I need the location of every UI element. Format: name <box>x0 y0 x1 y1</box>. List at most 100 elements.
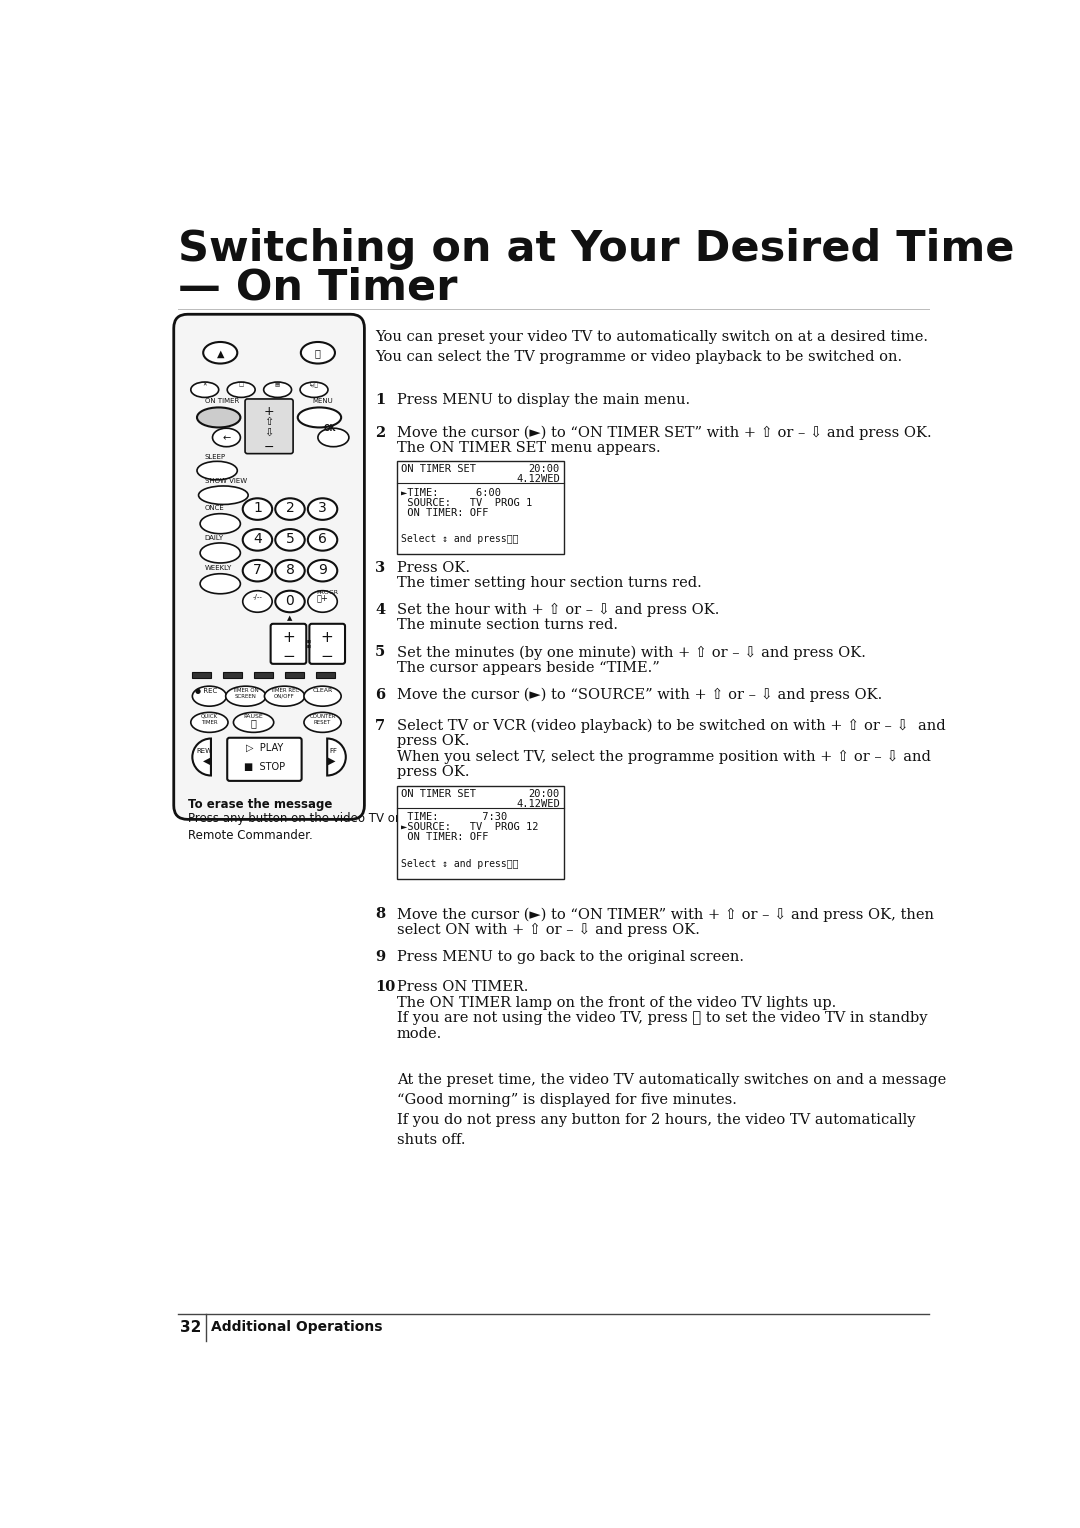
Text: 7: 7 <box>253 562 261 578</box>
Text: ONCE: ONCE <box>205 506 225 512</box>
Ellipse shape <box>303 712 341 732</box>
Text: 8: 8 <box>285 562 295 578</box>
Text: 1: 1 <box>253 501 261 515</box>
Text: ⇩: ⇩ <box>265 428 273 439</box>
FancyBboxPatch shape <box>245 399 293 454</box>
Text: ON TIMER: ON TIMER <box>205 397 239 403</box>
Text: ⏻: ⏻ <box>315 348 321 358</box>
Ellipse shape <box>227 382 255 397</box>
Text: +: + <box>282 630 295 645</box>
Text: 6: 6 <box>375 688 386 701</box>
Text: MENU: MENU <box>312 397 334 403</box>
Text: Set the hour with + ⇧ or – ⇩ and press OK.: Set the hour with + ⇧ or – ⇩ and press O… <box>397 604 719 617</box>
Text: Move the cursor (►) to “SOURCE” with + ⇧ or – ⇩ and press OK.: Move the cursor (►) to “SOURCE” with + ⇧… <box>397 688 882 701</box>
Text: ● REC: ● REC <box>195 688 218 694</box>
Text: WEEKLY: WEEKLY <box>205 565 232 571</box>
Text: ⇧: ⇧ <box>265 417 273 426</box>
Text: You can preset your video TV to automatically switch on at a desired time.
You c: You can preset your video TV to automati… <box>375 330 928 364</box>
Text: PROGR: PROGR <box>316 590 339 594</box>
Text: mode.: mode. <box>397 1027 442 1041</box>
Ellipse shape <box>264 382 292 397</box>
Text: 4.12WED: 4.12WED <box>516 474 559 484</box>
Ellipse shape <box>265 686 305 706</box>
Ellipse shape <box>308 498 337 520</box>
Text: -/--: -/-- <box>253 594 262 601</box>
Text: ■  STOP: ■ STOP <box>244 761 285 772</box>
Text: 1: 1 <box>375 393 386 406</box>
Text: 8: 8 <box>375 908 386 921</box>
Text: COUNTER
RESET: COUNTER RESET <box>309 714 336 724</box>
Text: ON TIMER SET: ON TIMER SET <box>401 790 476 799</box>
Wedge shape <box>327 738 346 776</box>
Text: — On Timer: — On Timer <box>177 266 457 309</box>
Ellipse shape <box>200 513 241 533</box>
Ellipse shape <box>275 498 305 520</box>
Text: Press OK.: Press OK. <box>397 561 470 575</box>
Text: Set the minutes (by one minute) with + ⇧ or – ⇩ and press OK.: Set the minutes (by one minute) with + ⇧… <box>397 645 866 660</box>
Text: PAUSE: PAUSE <box>244 714 264 718</box>
Text: The cursor appears beside “TIME.”: The cursor appears beside “TIME.” <box>397 660 660 675</box>
Text: QUICK
TIMER: QUICK TIMER <box>201 714 218 724</box>
Text: +: + <box>264 405 274 419</box>
Bar <box>285 672 303 678</box>
Text: Move the cursor (►) to “ON TIMER” with + ⇧ or – ⇩ and press OK, then: Move the cursor (►) to “ON TIMER” with +… <box>397 908 934 921</box>
Text: ON TIMER: OFF: ON TIMER: OFF <box>401 507 488 518</box>
Text: TIMER ON
SCREEN: TIMER ON SCREEN <box>232 688 259 698</box>
Text: −: − <box>282 649 295 665</box>
Text: +: + <box>321 630 334 645</box>
Text: 6: 6 <box>319 532 327 545</box>
Text: ▤: ▤ <box>275 382 280 387</box>
Text: TIME:       7:30: TIME: 7:30 <box>401 813 508 822</box>
Ellipse shape <box>192 686 227 706</box>
Ellipse shape <box>197 408 241 428</box>
Ellipse shape <box>243 498 272 520</box>
FancyBboxPatch shape <box>271 623 307 663</box>
Text: Select ↕ and pressⓄⒺ: Select ↕ and pressⓄⒺ <box>401 535 518 544</box>
Text: OK: OK <box>324 425 337 434</box>
Text: ▲: ▲ <box>216 348 224 359</box>
Text: ON TIMER SET: ON TIMER SET <box>401 465 476 474</box>
Text: ⓘ+: ⓘ+ <box>316 594 328 602</box>
Text: Select TV or VCR (video playback) to be switched on with + ⇧ or – ⇩  and: Select TV or VCR (video playback) to be … <box>397 718 946 733</box>
Text: Press ON TIMER.: Press ON TIMER. <box>397 981 528 995</box>
Text: 5: 5 <box>285 532 295 545</box>
Ellipse shape <box>243 529 272 550</box>
Ellipse shape <box>298 408 341 428</box>
Bar <box>397 787 564 879</box>
Text: 4.12WED: 4.12WED <box>516 799 559 808</box>
Text: ⏸: ⏸ <box>251 718 257 729</box>
Ellipse shape <box>243 559 272 582</box>
Text: FF: FF <box>329 747 337 753</box>
Text: 32: 32 <box>180 1320 201 1335</box>
Ellipse shape <box>318 428 349 446</box>
Ellipse shape <box>301 342 335 364</box>
Text: The timer setting hour section turns red.: The timer setting hour section turns red… <box>397 576 702 590</box>
Text: −: − <box>264 442 274 454</box>
Text: SHOW VIEW: SHOW VIEW <box>205 478 247 484</box>
Text: TIMER REC
ON/OFF: TIMER REC ON/OFF <box>270 688 299 698</box>
FancyBboxPatch shape <box>309 623 345 663</box>
Text: 4: 4 <box>253 532 261 545</box>
Text: 20:00: 20:00 <box>528 465 559 474</box>
Ellipse shape <box>308 559 337 582</box>
FancyBboxPatch shape <box>227 738 301 781</box>
Text: 2: 2 <box>285 501 295 515</box>
Wedge shape <box>192 738 211 776</box>
Text: 9: 9 <box>375 949 386 964</box>
Text: Press MENU to display the main menu.: Press MENU to display the main menu. <box>397 393 690 406</box>
Text: 2: 2 <box>375 426 386 440</box>
Text: 5: 5 <box>375 645 386 660</box>
FancyBboxPatch shape <box>174 315 364 819</box>
Text: −: − <box>321 649 334 665</box>
Ellipse shape <box>191 382 218 397</box>
Text: REW: REW <box>197 747 213 753</box>
Text: ◀: ◀ <box>203 755 210 766</box>
Text: ▷  PLAY: ▷ PLAY <box>246 743 283 752</box>
Text: press OK.: press OK. <box>397 733 470 747</box>
Text: 3: 3 <box>319 501 327 515</box>
Text: ▲: ▲ <box>287 616 293 622</box>
Text: 4: 4 <box>375 604 386 617</box>
Ellipse shape <box>200 542 241 562</box>
Text: ▶: ▶ <box>328 755 336 766</box>
Ellipse shape <box>203 342 238 364</box>
